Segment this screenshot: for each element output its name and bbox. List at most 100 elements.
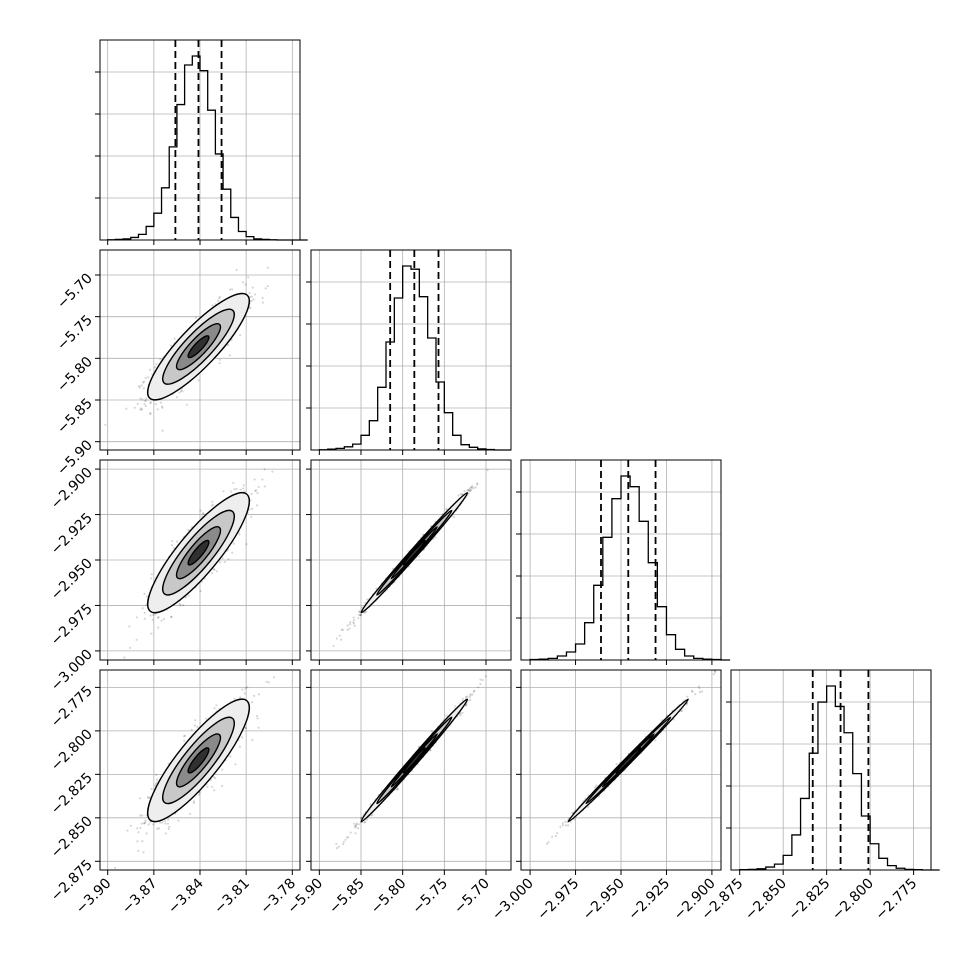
sample-point (211, 503, 215, 506)
sample-point (157, 616, 160, 619)
histogram-step-3 (739, 685, 940, 871)
sample-point (153, 366, 157, 369)
sample-point (261, 301, 264, 304)
sample-point (211, 500, 214, 503)
sample-point (170, 615, 173, 619)
sample-point (141, 607, 144, 610)
sample-point (348, 627, 351, 630)
sample-point (182, 603, 185, 607)
sample-point (242, 281, 245, 284)
sample-point (461, 492, 464, 495)
sample-point (241, 736, 244, 739)
panel-frame-1-1 (310, 249, 512, 451)
sample-point (160, 619, 163, 622)
sample-point (264, 287, 267, 290)
panel-frame-1-0 (99, 249, 301, 451)
sample-point (142, 381, 145, 384)
histogram-panel-0 (95, 39, 308, 245)
sample-point (136, 840, 139, 843)
sample-point (156, 408, 159, 411)
sample-point (229, 755, 232, 758)
sample-point (466, 489, 469, 492)
sample-point (349, 623, 352, 626)
sample-point (250, 492, 253, 496)
sample-point (183, 739, 186, 742)
sample-point (474, 486, 477, 489)
sample-point (256, 717, 259, 720)
scatter-3-0-ytick-label-3: −2.800 (48, 726, 96, 774)
sample-point (143, 592, 146, 596)
sample-point (196, 725, 199, 729)
sample-point (233, 697, 236, 700)
sample-point (238, 745, 242, 748)
sample-point (138, 385, 141, 388)
sample-point (263, 468, 266, 471)
sample-point (266, 266, 269, 269)
sample-point (156, 778, 159, 781)
sample-point (185, 596, 188, 599)
sample-point (157, 626, 160, 629)
sample-point (338, 634, 341, 637)
sample-point (136, 827, 139, 830)
sample-point (149, 614, 152, 617)
sample-point (137, 831, 140, 834)
sample-point (244, 727, 248, 730)
sample-point (140, 384, 143, 387)
sample-point (151, 618, 154, 621)
sample-point (476, 482, 479, 485)
sample-point (161, 821, 164, 824)
sample-point (358, 610, 361, 613)
sample-point (364, 820, 367, 824)
sample-point (243, 490, 246, 493)
sample-point (178, 603, 181, 606)
sample-point (261, 296, 264, 300)
panel-frame-2-2 (520, 459, 722, 661)
sample-point (179, 604, 182, 607)
sample-point (218, 358, 221, 361)
sample-point (244, 726, 247, 729)
sample-point (257, 693, 260, 696)
sample-point (271, 470, 274, 473)
sample-point (149, 412, 152, 415)
sample-point (243, 692, 246, 695)
sample-point (468, 487, 471, 490)
sample-point (445, 507, 448, 510)
sample-point (143, 611, 146, 614)
sample-point (218, 295, 222, 299)
sample-point (201, 512, 204, 515)
sample-point (126, 829, 129, 832)
sample-point (144, 819, 147, 822)
sample-point (144, 404, 147, 408)
sample-point (184, 734, 187, 737)
sample-point (221, 557, 224, 560)
sample-point (253, 694, 256, 697)
sample-point (211, 785, 214, 788)
scatter-panel-1-0: −5.90−5.85−5.80−5.75−5.70 (54, 249, 301, 479)
sample-point (213, 707, 216, 710)
sample-point (173, 547, 176, 550)
sample-point (255, 489, 258, 492)
sample-point (272, 676, 275, 679)
sample-point (139, 814, 142, 817)
sample-point (152, 613, 155, 617)
sample-point (228, 354, 231, 357)
sample-point (250, 515, 253, 518)
sample-point (211, 572, 214, 575)
sample-point (365, 610, 368, 613)
sample-point (150, 788, 153, 791)
sample-point (359, 614, 362, 617)
sample-point (138, 386, 141, 389)
sample-point (459, 493, 462, 496)
sample-point (230, 490, 233, 493)
sample-point (150, 577, 153, 580)
sample-point (206, 785, 209, 789)
sample-point (149, 412, 152, 415)
sample-point (125, 407, 128, 410)
sample-point (335, 637, 338, 640)
histogram-panel-3: −2.875−2.850−2.825−2.800−2.775 (699, 669, 940, 924)
sample-point (156, 616, 160, 619)
hist-3-xtick-label-3: −2.800 (829, 876, 877, 924)
sample-point (154, 782, 157, 786)
sample-point (145, 399, 148, 402)
panel-frame-3-0 (99, 669, 301, 871)
